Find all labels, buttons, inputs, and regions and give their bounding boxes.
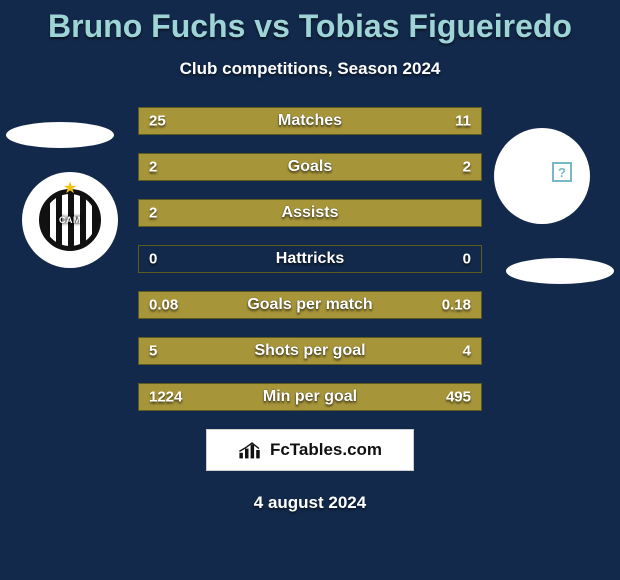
stat-label: Goals per match: [247, 296, 372, 314]
club-badge-text: CAM: [59, 215, 81, 225]
stat-row: 1224 495 Min per goal: [138, 383, 482, 411]
stat-value-left: 5: [149, 343, 157, 360]
subtitle: Club competitions, Season 2024: [0, 59, 620, 79]
stat-value-right: 495: [446, 389, 471, 406]
stat-value-left: 25: [149, 113, 166, 130]
stat-row: 2 Assists: [138, 199, 482, 227]
stats-container: 25 11 Matches 2 2 Goals 2 Assists 0 0 Hattricks 0.0…: [138, 107, 482, 411]
star-icon: ★: [63, 178, 77, 198]
bar-right: [310, 154, 481, 180]
stat-value-left: 2: [149, 205, 157, 222]
stat-label: Min per goal: [263, 388, 357, 406]
stat-value-left: 0: [149, 251, 157, 268]
date-text: 4 august 2024: [0, 493, 620, 513]
page-title: Bruno Fuchs vs Tobias Figueiredo: [0, 0, 620, 45]
stat-value-right: 0.18: [442, 297, 471, 314]
footer-brand-text: FcTables.com: [270, 440, 382, 460]
stat-row: 0.08 0.18 Goals per match: [138, 291, 482, 319]
bar-chart-icon: [238, 440, 266, 460]
stat-row: 5 4 Shots per goal: [138, 337, 482, 365]
placeholder-icon: ?: [552, 162, 572, 182]
stat-value-left: 0.08: [149, 297, 178, 314]
stat-label: Goals: [288, 158, 332, 176]
stat-label: Matches: [278, 112, 342, 130]
footer-brand-badge: FcTables.com: [206, 429, 414, 471]
stat-row: 0 0 Hattricks: [138, 245, 482, 273]
club-badge-left: ★ CAM: [39, 189, 101, 251]
stat-value-right: 0: [463, 251, 471, 268]
stat-value-left: 2: [149, 159, 157, 176]
stat-value-right: 2: [463, 159, 471, 176]
stat-row: 2 2 Goals: [138, 153, 482, 181]
flag-left: [6, 122, 114, 148]
player-left-avatar: ★ CAM: [22, 172, 118, 268]
stat-value-right: 4: [463, 343, 471, 360]
stat-row: 25 11 Matches: [138, 107, 482, 135]
stat-value-right: 11: [455, 113, 471, 130]
stat-value-left: 1224: [149, 389, 182, 406]
stat-label: Assists: [282, 204, 339, 222]
flag-right: [506, 258, 614, 284]
player-right-avatar: ?: [494, 128, 590, 224]
bar-left: [139, 154, 310, 180]
stat-label: Shots per goal: [254, 342, 365, 360]
stat-label: Hattricks: [276, 250, 344, 268]
